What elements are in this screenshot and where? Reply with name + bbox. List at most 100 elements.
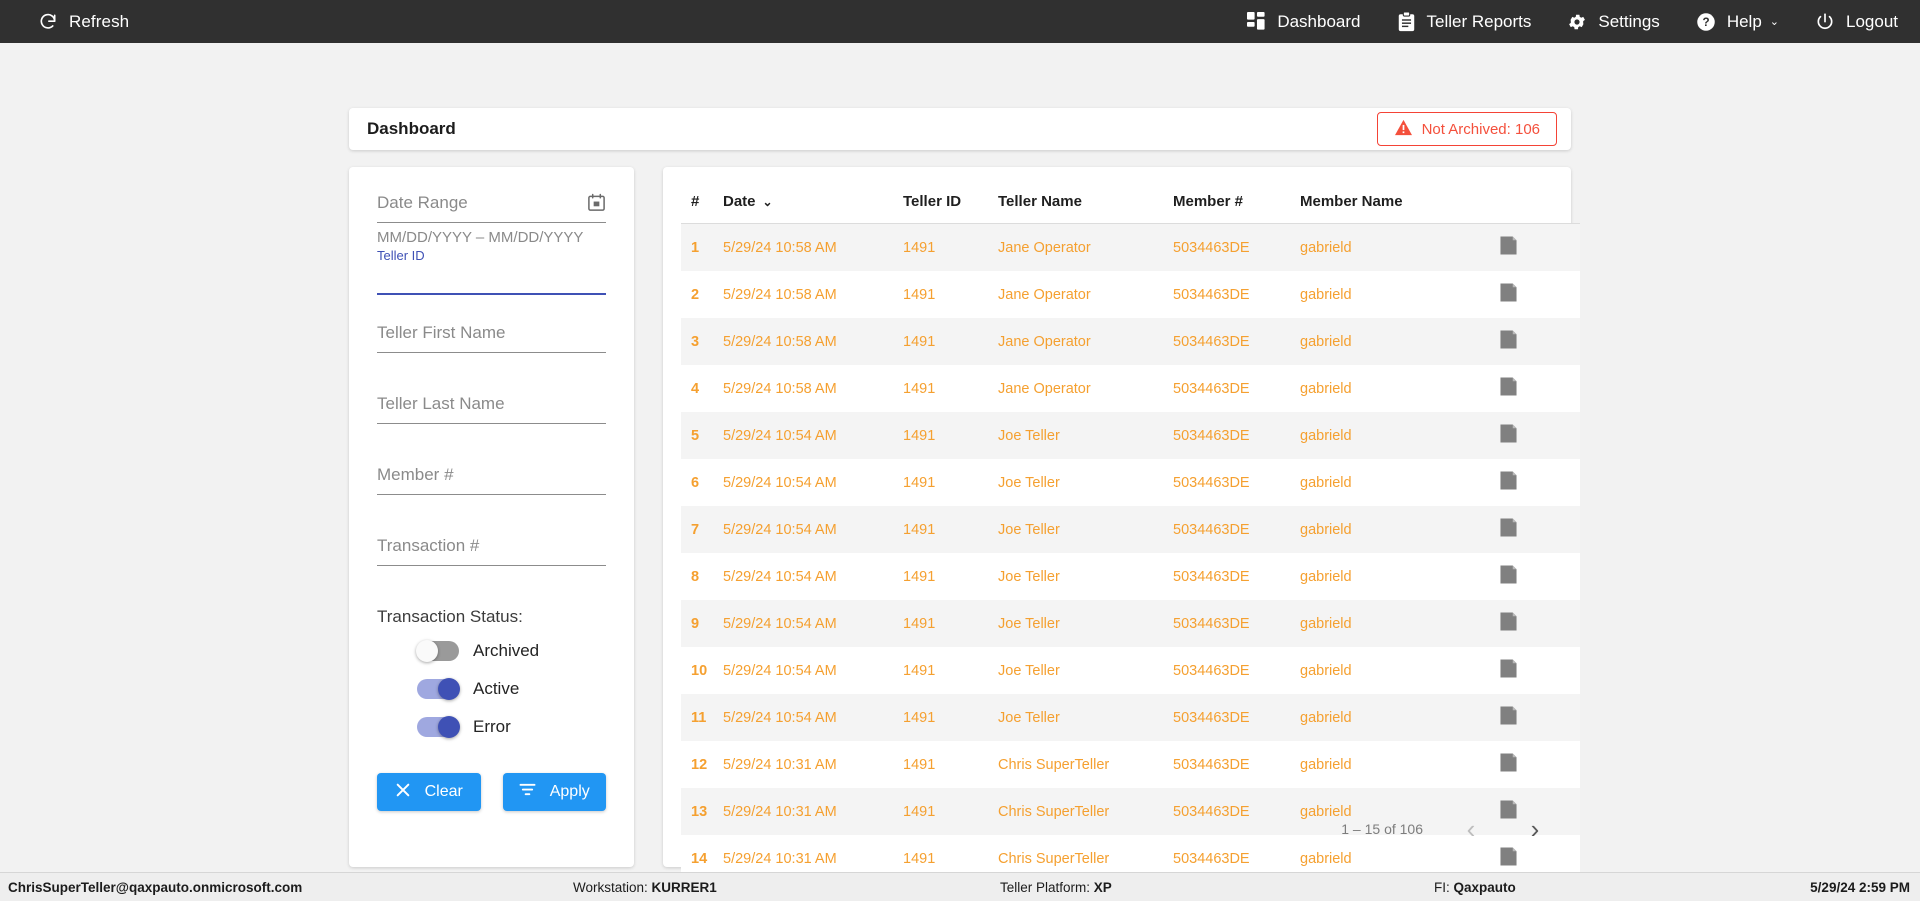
row-member-name: gabrield [1300, 239, 1352, 256]
table-row[interactable]: 10 5/29/24 10:54 AM 1491 Joe Teller 5034463D… [681, 647, 1580, 694]
column-header-number[interactable]: # [681, 183, 723, 224]
table-row[interactable]: 2 5/29/24 10:58 AM 1491 Jane Operator 503446… [681, 271, 1580, 318]
table-body: 1 5/29/24 10:58 AM 1491 Jane Operator 503446… [681, 223, 1580, 901]
toggle-error-switch[interactable] [417, 716, 460, 738]
teller-first-name-field[interactable]: Teller First Name [377, 323, 606, 353]
toggle-archived[interactable]: Archived [416, 640, 606, 662]
row-member-name: gabrield [1300, 286, 1352, 303]
toggle-error[interactable]: Error [417, 716, 606, 738]
table-row[interactable]: 3 5/29/24 10:58 AM 1491 Jane Operator 503446… [681, 318, 1580, 365]
note-icon[interactable] [1500, 377, 1517, 400]
teller-id-field[interactable]: Teller ID [377, 248, 606, 295]
row-member-number: 5034463DE [1173, 239, 1250, 256]
nav-item-dashboard[interactable]: Dashboard [1247, 12, 1361, 32]
column-header-member-name[interactable]: Member Name [1300, 183, 1500, 224]
note-icon[interactable] [1500, 283, 1517, 306]
column-header-actions [1500, 183, 1580, 224]
table-row[interactable]: 9 5/29/24 10:54 AM 1491 Joe Teller 5034463DE… [681, 600, 1580, 647]
teller-id-input-area[interactable] [377, 267, 606, 293]
table-row[interactable]: 13 5/29/24 10:31 AM 1491 Chris SuperTeller 5… [681, 788, 1580, 835]
row-member-number: 5034463DE [1173, 615, 1250, 632]
note-icon[interactable] [1500, 518, 1517, 541]
top-navigation-bar: Refresh Dashboard [0, 0, 1920, 43]
row-member-name: gabrield [1300, 709, 1352, 726]
not-archived-badge[interactable]: Not Archived: 106 [1376, 112, 1557, 146]
table-row[interactable]: 12 5/29/24 10:31 AM 1491 Chris SuperTeller 5… [681, 741, 1580, 788]
filter-funnel-icon [519, 782, 536, 802]
column-header-teller-name[interactable]: Teller Name [998, 183, 1173, 224]
nav-item-logout[interactable]: Logout [1815, 12, 1898, 32]
note-icon[interactable] [1500, 706, 1517, 729]
refresh-label: Refresh [69, 11, 130, 31]
note-icon[interactable] [1500, 847, 1517, 870]
table-row[interactable]: 4 5/29/24 10:58 AM 1491 Jane Operator 503446… [681, 365, 1580, 412]
row-member-name: gabrield [1300, 756, 1352, 773]
table-row[interactable]: 1 5/29/24 10:58 AM 1491 Jane Operator 503446… [681, 223, 1580, 271]
row-number: 8 [691, 568, 700, 585]
note-icon[interactable] [1500, 753, 1517, 776]
power-icon [1815, 12, 1835, 32]
column-header-teller-id[interactable]: Teller ID [903, 183, 998, 224]
clipboard-icon [1397, 11, 1416, 32]
toggle-archived-knob [416, 640, 438, 662]
teller-last-name-field[interactable]: Teller Last Name [377, 394, 606, 424]
note-icon[interactable] [1500, 612, 1517, 635]
svg-text:?: ? [1702, 16, 1709, 29]
calendar-icon[interactable] [587, 193, 606, 217]
row-teller-id: 1491 [903, 803, 936, 820]
pagination-previous-button[interactable]: ‹ [1455, 813, 1487, 845]
row-member-number: 5034463DE [1173, 756, 1250, 773]
row-member-number: 5034463DE [1173, 333, 1250, 350]
nav-item-teller-reports[interactable]: Teller Reports [1397, 11, 1531, 32]
dashboard-grid-icon [1247, 12, 1266, 31]
toggle-active-label: Active [473, 679, 520, 698]
row-teller-name: Jane Operator [998, 333, 1091, 350]
note-icon[interactable] [1500, 471, 1517, 494]
toggle-error-knob [438, 716, 460, 738]
not-archived-label: Not Archived: 106 [1421, 120, 1540, 138]
row-date: 5/29/24 10:31 AM [723, 756, 837, 773]
apply-button[interactable]: Apply [502, 773, 606, 811]
transactions-table: # Date ⌄ Teller ID Teller Name Member # M… [681, 183, 1580, 901]
nav-item-settings[interactable]: Settings [1567, 11, 1660, 32]
table-row[interactable]: 11 5/29/24 10:54 AM 1491 Joe Teller 5034463D… [681, 694, 1580, 741]
column-header-member-number[interactable]: Member # [1173, 183, 1300, 224]
table-row[interactable]: 6 5/29/24 10:54 AM 1491 Joe Teller 5034463DE… [681, 459, 1580, 506]
toggle-archived-switch[interactable] [416, 640, 459, 662]
date-range-field[interactable]: Date Range MM/DD/YYYY – MM/DD/YYYY [377, 193, 606, 246]
filter-button-row: Clear Apply [377, 773, 606, 811]
table-row[interactable]: 5 5/29/24 10:54 AM 1491 Joe Teller 5034463DE… [681, 412, 1580, 459]
row-date: 5/29/24 10:31 AM [723, 803, 837, 820]
row-number: 7 [691, 521, 700, 538]
note-icon[interactable] [1500, 565, 1517, 588]
teller-first-name-underline [377, 352, 606, 353]
transaction-number-field[interactable]: Transaction # [377, 536, 606, 566]
toggle-error-label: Error [473, 717, 511, 736]
table-row[interactable]: 7 5/29/24 10:54 AM 1491 Joe Teller 5034463DE… [681, 506, 1580, 553]
note-icon[interactable] [1500, 424, 1517, 447]
clear-button[interactable]: Clear [377, 773, 481, 811]
column-header-date[interactable]: Date ⌄ [723, 183, 903, 224]
row-actions-cell [1500, 694, 1580, 741]
page-title: Dashboard [367, 119, 456, 138]
row-actions-cell [1500, 365, 1580, 412]
toggle-active-switch[interactable] [417, 678, 460, 700]
note-icon[interactable] [1500, 800, 1517, 823]
row-date: 5/29/24 10:54 AM [723, 615, 837, 632]
refresh-button[interactable]: Refresh [38, 12, 129, 32]
member-number-field[interactable]: Member # [377, 465, 606, 495]
table-row[interactable]: 8 5/29/24 10:54 AM 1491 Joe Teller 5034463DE… [681, 553, 1580, 600]
note-icon[interactable] [1500, 659, 1517, 682]
nav-item-settings-label: Settings [1598, 11, 1660, 31]
pagination-next-button[interactable]: › [1519, 813, 1551, 845]
note-icon[interactable] [1500, 236, 1517, 259]
note-icon[interactable] [1500, 330, 1517, 353]
pagination-range-label: 1 – 15 of 106 [1341, 821, 1423, 837]
nav-item-help[interactable]: ? Help ⌄ [1696, 12, 1779, 32]
row-actions-cell [1500, 647, 1580, 694]
gear-icon [1567, 12, 1587, 32]
row-teller-id: 1491 [903, 286, 936, 303]
footer-datetime: 5/29/24 2:59 PM [1810, 879, 1910, 895]
toggle-active[interactable]: Active [417, 678, 606, 700]
row-teller-id: 1491 [903, 521, 936, 538]
